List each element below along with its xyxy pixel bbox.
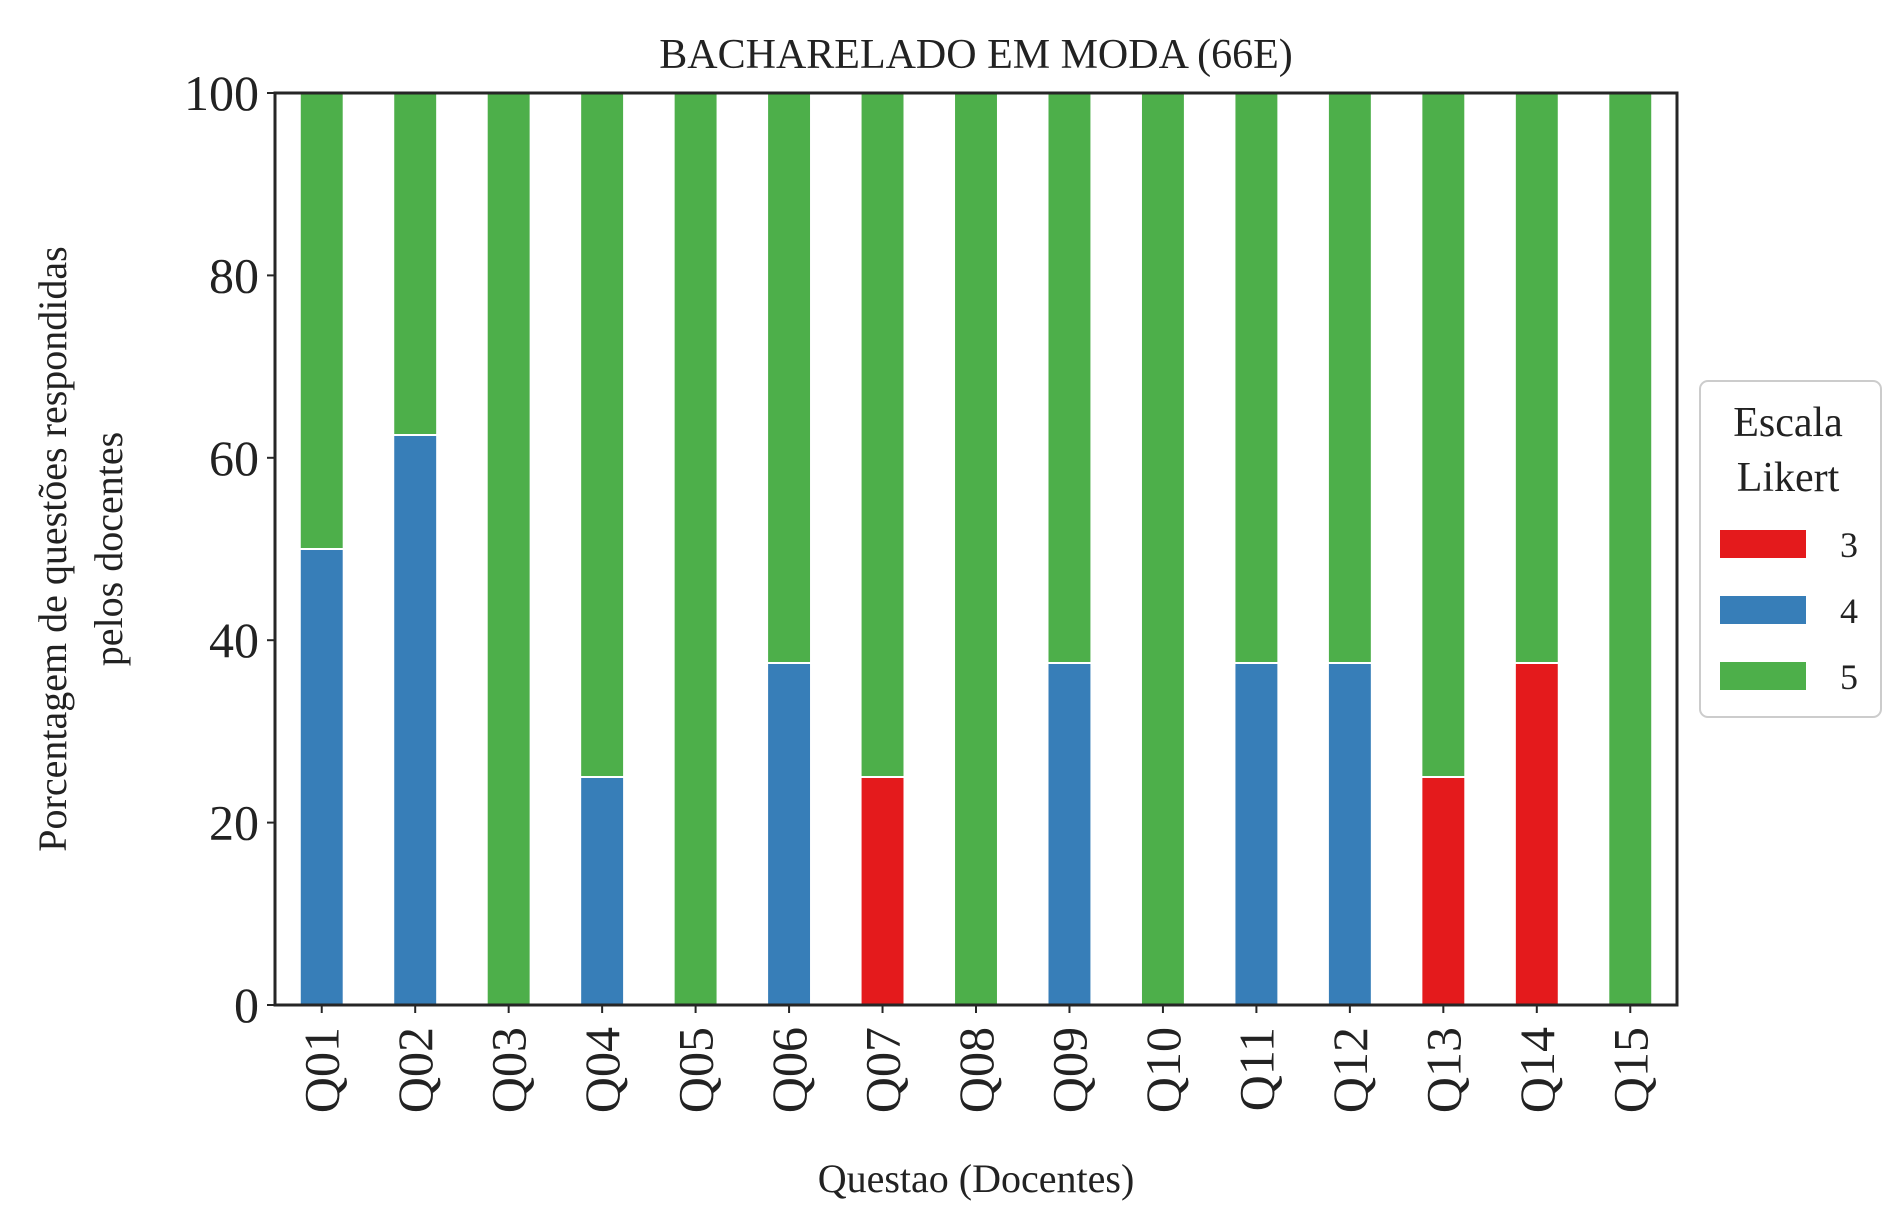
- bar-segment-q01-scale-5: [298, 92, 345, 550]
- x-tick-label-q01: Q01: [294, 1027, 350, 1113]
- x-axis-label: Questao (Docentes): [818, 1156, 1135, 1201]
- bar-segment-q12-scale-5: [1326, 92, 1373, 664]
- x-axis-ticks: Q01 Q02 Q03 Q04 Q05 Q06 Q07 Q08 Q09 Q10 Q11 Q12 Q13 Q…: [294, 1005, 1658, 1113]
- bar-segment-q14-scale-5: [1513, 92, 1560, 664]
- y-tick-label: 100: [184, 65, 259, 121]
- y-tick-label: 40: [209, 612, 259, 668]
- legend-swatch-4: [1720, 596, 1806, 624]
- x-tick-label-q14: Q14: [1509, 1027, 1565, 1113]
- bar-segment-q11-scale-4: [1233, 662, 1280, 1006]
- legend-label-4: 4: [1840, 591, 1858, 631]
- y-tick-label: 20: [209, 795, 259, 851]
- bar-segment-q09-scale-5: [1046, 92, 1093, 664]
- x-tick-label-q08: Q08: [948, 1027, 1004, 1113]
- bar-segment-q15-scale-5: [1607, 92, 1654, 1006]
- plot-frame: [273, 91, 1679, 1007]
- x-tick-label-q05: Q05: [668, 1027, 724, 1113]
- chart-title: BACHARELADO EM MODA (66E): [659, 32, 1293, 78]
- bar-segment-q07-scale-3: [859, 776, 906, 1006]
- x-tick-label-q02: Q02: [387, 1027, 443, 1113]
- bar-segment-q04-scale-4: [579, 776, 626, 1006]
- bar-segment-q04-scale-5: [579, 92, 626, 778]
- x-tick-label-q12: Q12: [1322, 1027, 1378, 1113]
- legend-entries: 3 4 5: [1720, 525, 1858, 697]
- y-axis-ticks: 0 20 40 60 80 100: [184, 65, 275, 1033]
- legend-swatch-5: [1720, 662, 1806, 690]
- bar-segment-q11-scale-5: [1233, 92, 1280, 664]
- x-tick-label-q10: Q10: [1135, 1027, 1191, 1113]
- x-tick-label-q13: Q13: [1415, 1027, 1471, 1113]
- bar-segment-q12-scale-4: [1326, 662, 1373, 1006]
- legend-swatch-3: [1720, 530, 1806, 558]
- legend-title-line-1: Escala: [1733, 400, 1843, 446]
- bar-segment-q13-scale-3: [1420, 776, 1467, 1006]
- bar-segment-q08-scale-5: [953, 92, 999, 1006]
- legend-label-5: 5: [1840, 657, 1858, 697]
- legend-label-3: 3: [1840, 525, 1858, 565]
- x-tick-label-q15: Q15: [1602, 1027, 1658, 1113]
- x-tick-label-q03: Q03: [481, 1027, 537, 1113]
- y-tick-label: 60: [209, 430, 259, 486]
- bar-segment-q06-scale-4: [766, 662, 813, 1006]
- x-tick-label-q04: Q04: [574, 1027, 630, 1113]
- bars-layer: [298, 92, 1654, 1006]
- bar-segment-q09-scale-4: [1046, 662, 1093, 1006]
- legend-title-line-2: Likert: [1737, 455, 1840, 501]
- x-tick-label-q09: Q09: [1041, 1027, 1097, 1113]
- bar-segment-q02-scale-4: [392, 434, 439, 1006]
- bar-segment-q07-scale-5: [859, 92, 906, 778]
- legend: Escala Likert 3 4 5: [1699, 380, 1882, 718]
- bar-segment-q03-scale-5: [485, 92, 532, 1006]
- y-tick-label: 80: [209, 247, 259, 303]
- bar-segment-q06-scale-5: [766, 92, 813, 664]
- x-tick-label-q07: Q07: [855, 1027, 911, 1113]
- x-tick-label-q06: Q06: [761, 1027, 817, 1113]
- bar-segment-q14-scale-3: [1513, 662, 1560, 1006]
- bar-segment-q13-scale-5: [1420, 92, 1467, 778]
- bar-segment-q05-scale-5: [672, 92, 719, 1006]
- bar-segment-q02-scale-5: [392, 92, 439, 436]
- y-axis-label-line-2: pelos docentes: [86, 432, 131, 666]
- y-axis-label: Porcentagem de questões respondidas pelo…: [30, 246, 131, 851]
- y-tick-label: 0: [234, 977, 259, 1033]
- x-tick-label-q11: Q11: [1228, 1027, 1284, 1111]
- y-axis-label-line-1: Porcentagem de questões respondidas: [30, 246, 75, 851]
- bar-segment-q10-scale-5: [1139, 92, 1186, 1006]
- bar-segment-q01-scale-4: [298, 548, 345, 1006]
